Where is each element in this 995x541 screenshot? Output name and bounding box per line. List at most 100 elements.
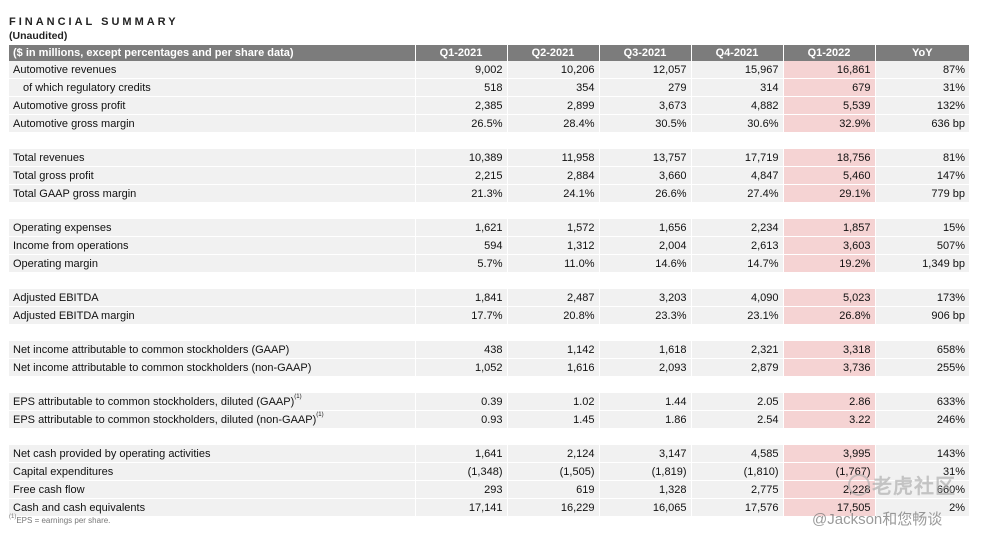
cell-highlighted: 29.1%	[783, 184, 876, 203]
watermark-handle: @Jackson和您畅谈	[812, 511, 943, 528]
cell-value: 2,487	[507, 289, 600, 307]
row-label-text: of which regulatory credits	[23, 81, 151, 94]
cell-value: 12,057	[599, 61, 692, 79]
cell-value: 173%	[875, 289, 969, 307]
cell-value: 2,004	[599, 236, 692, 255]
row-label: Adjusted EBITDA	[9, 289, 416, 307]
row-label: Income from operations	[9, 236, 416, 255]
cell-highlighted: 32.9%	[783, 114, 876, 133]
group-spacer	[9, 202, 969, 219]
cell-value: 1,572	[507, 219, 600, 237]
cell-value: 16,229	[507, 498, 600, 517]
cell-value: 26.5%	[415, 114, 508, 133]
table-row: Net income attributable to common stockh…	[9, 341, 969, 359]
cell-highlighted: 3,995	[783, 445, 876, 463]
cell-value: 2,385	[415, 96, 508, 115]
row-label: Net income attributable to common stockh…	[9, 341, 416, 359]
cell-value: 30.6%	[691, 114, 784, 133]
table-body: Automotive revenues 9,002 10,206 12,057 15,9…	[9, 61, 969, 517]
row-label-text: Total revenues	[13, 151, 85, 164]
cell-value: 14.6%	[599, 254, 692, 273]
cell-value: 1.86	[599, 410, 692, 429]
watermark: 老虎社区 @Jackson和您畅谈	[808, 470, 994, 535]
cell-value: 279	[599, 78, 692, 97]
row-label-text: Capital expenditures	[13, 465, 114, 478]
row-label-text: Adjusted EBITDA margin	[13, 309, 135, 322]
cell-value: 636 bp	[875, 114, 969, 133]
cell-value: 619	[507, 480, 600, 499]
row-label-text: Total GAAP gross margin	[13, 187, 137, 200]
table-row: Automotive gross margin 26.5% 28.4% 30.5% 30…	[9, 114, 969, 133]
footnote-text: EPS = earnings per share.	[16, 516, 111, 525]
cell-value: 3,203	[599, 289, 692, 307]
cell-value: 5.7%	[415, 254, 508, 273]
report-title: FINANCIAL SUMMARY	[9, 16, 179, 28]
cell-value: 2,124	[507, 445, 600, 463]
report-subtitle: (Unaudited)	[9, 30, 68, 42]
row-label: Capital expenditures	[9, 462, 416, 481]
cell-value: 518	[415, 78, 508, 97]
footnote-ref: (1)	[294, 393, 302, 400]
group-spacer	[9, 324, 969, 341]
cell-value: 4,090	[691, 289, 784, 307]
table-row: Net income attributable to common stockh…	[9, 358, 969, 377]
cell-value: 11.0%	[507, 254, 600, 273]
row-label: EPS attributable to common stockholders,…	[9, 393, 416, 411]
header-column: Q1-2022	[783, 45, 876, 61]
cell-value: 26.6%	[599, 184, 692, 203]
cell-highlighted: 17,505	[783, 498, 876, 517]
cell-value: 1,328	[599, 480, 692, 499]
cell-value: 87%	[875, 61, 969, 79]
cell-highlighted: 5,539	[783, 96, 876, 115]
table-row: Total revenues 10,389 11,958 13,757 17,719 18…	[9, 149, 969, 167]
financial-summary-table: ($ in millions, except percentages and p…	[9, 45, 969, 517]
cell-value: 1,142	[507, 341, 600, 359]
cell-value: 0.93	[415, 410, 508, 429]
row-label-text: Total gross profit	[13, 169, 94, 182]
cell-value: 3,660	[599, 166, 692, 185]
row-label: of which regulatory credits	[9, 78, 416, 97]
cell-value: 438	[415, 341, 508, 359]
row-label: EPS attributable to common stockholders,…	[9, 410, 416, 429]
cell-value: 23.3%	[599, 306, 692, 325]
row-label: Total gross profit	[9, 166, 416, 185]
cell-highlighted: 16,861	[783, 61, 876, 79]
cell-value: 1,656	[599, 219, 692, 237]
cell-value: (1,819)	[599, 462, 692, 481]
cell-value: 2,613	[691, 236, 784, 255]
cell-highlighted: 3,318	[783, 341, 876, 359]
row-label: Automotive gross profit	[9, 96, 416, 115]
table-row: of which regulatory credits 518 354 279 314 6…	[9, 78, 969, 97]
cell-value: 4,585	[691, 445, 784, 463]
cell-value: 21.3%	[415, 184, 508, 203]
table-row: Automotive gross profit 2,385 2,899 3,673 4,…	[9, 96, 969, 115]
cell-value: 507%	[875, 236, 969, 255]
cell-highlighted: 3,603	[783, 236, 876, 255]
table-row: Net cash provided by operating activitie…	[9, 445, 969, 463]
cell-value: 1,312	[507, 236, 600, 255]
cell-value: 17.7%	[415, 306, 508, 325]
cell-highlighted: 18,756	[783, 149, 876, 167]
watermark-logo-icon	[848, 474, 870, 496]
cell-value: 30.5%	[599, 114, 692, 133]
cell-value: 2,093	[599, 358, 692, 377]
table-row: Automotive revenues 9,002 10,206 12,057 15,9…	[9, 61, 969, 79]
cell-highlighted: 3.22	[783, 410, 876, 429]
cell-value: 3,147	[599, 445, 692, 463]
cell-value: 14.7%	[691, 254, 784, 273]
header-label-column: ($ in millions, except percentages and p…	[9, 45, 416, 61]
table-row: Adjusted EBITDA 1,841 2,487 3,203 4,090 5,023…	[9, 289, 969, 307]
cell-value: 1,641	[415, 445, 508, 463]
header-column: Q1-2021	[415, 45, 508, 61]
cell-value: 2,775	[691, 480, 784, 499]
cell-value: 354	[507, 78, 600, 97]
header-column: Q4-2021	[691, 45, 784, 61]
cell-value: 0.39	[415, 393, 508, 411]
cell-value: 13,757	[599, 149, 692, 167]
cell-value: 2%	[875, 498, 969, 517]
cell-value: 15,967	[691, 61, 784, 79]
row-label: Total GAAP gross margin	[9, 184, 416, 203]
cell-value: 17,576	[691, 498, 784, 517]
cell-value: 31%	[875, 462, 969, 481]
row-label: Net cash provided by operating activitie…	[9, 445, 416, 463]
